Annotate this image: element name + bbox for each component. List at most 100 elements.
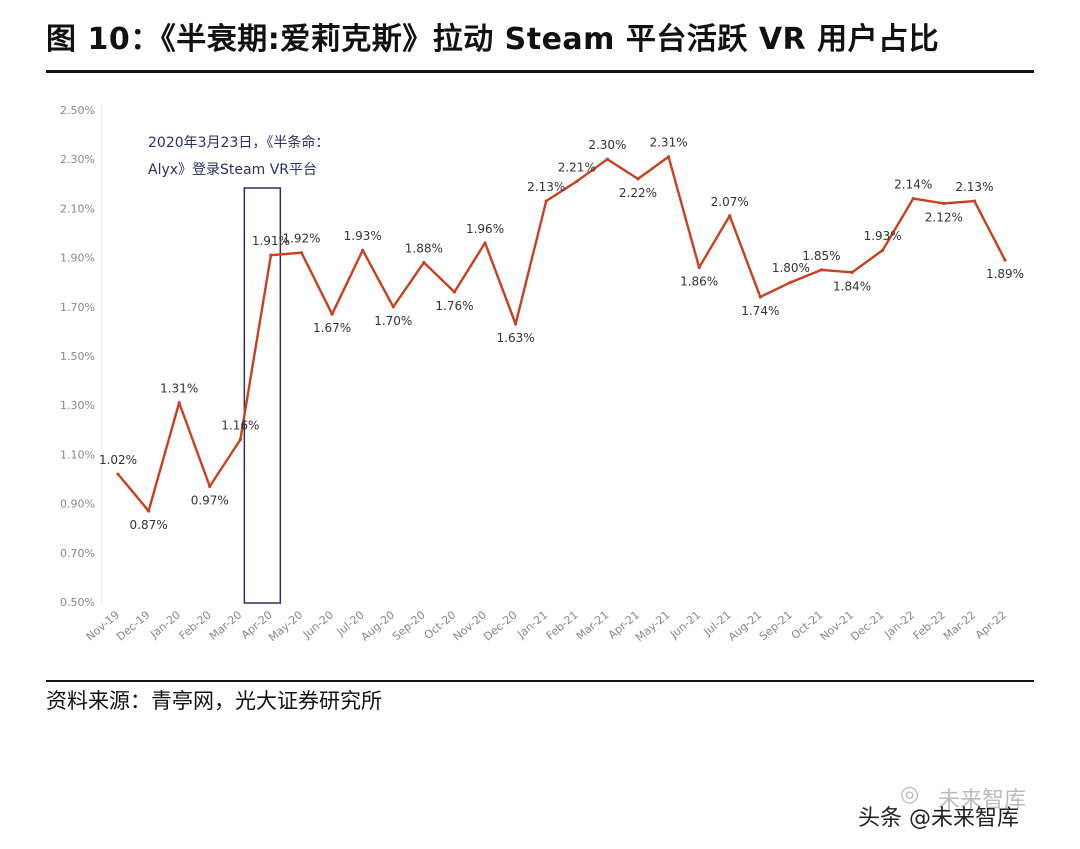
title-rule xyxy=(46,70,1034,73)
data-label: 1.92% xyxy=(282,232,320,246)
data-point xyxy=(514,322,518,326)
data-point xyxy=(697,265,701,270)
data-point xyxy=(850,270,854,274)
data-label: 1.93% xyxy=(864,229,902,243)
x-axis: Nov-19Dec-19Jan-20Feb-20Mar-20Apr-20May-… xyxy=(84,608,1009,644)
y-axis: 0.50% 0.70% 0.90% 1.10% 1.30% 1.50% 1.70% 1.90%… xyxy=(60,104,103,609)
y-tick-label: 1.30% xyxy=(60,399,95,412)
watermark-faint: 未来智库 xyxy=(938,788,1027,813)
data-point xyxy=(666,155,671,159)
data-label: 2.13% xyxy=(955,180,993,194)
data-label: 2.14% xyxy=(894,178,932,192)
chart: 0.50% 0.70% 0.90% 1.10% 1.30% 1.50% 1.70% 1.90%… xyxy=(40,92,1035,677)
y-tick-label: 1.70% xyxy=(60,301,95,314)
data-label: 0.97% xyxy=(191,493,229,507)
x-tick-label: Jan-21 xyxy=(514,608,550,641)
data-label: 2.22% xyxy=(619,186,657,200)
data-label: 1.31% xyxy=(160,382,198,396)
data-point xyxy=(330,312,334,316)
data-point xyxy=(177,401,181,405)
data-label: 1.89% xyxy=(986,267,1024,281)
data-point xyxy=(452,290,457,294)
data-point xyxy=(238,438,242,442)
data-point xyxy=(116,472,120,476)
x-tick-label: Dec-21 xyxy=(848,608,886,643)
y-tick-label: 1.10% xyxy=(60,448,95,461)
data-point xyxy=(819,268,824,272)
highlight-box xyxy=(243,187,282,604)
x-tick-label: Sep-21 xyxy=(757,608,795,643)
watermark: 头条 @未来智库 xyxy=(858,806,1019,831)
data-label: 2.30% xyxy=(588,138,626,152)
data-point xyxy=(391,305,395,309)
data-label: 1.80% xyxy=(772,261,810,275)
data-point xyxy=(972,199,977,203)
annotation-highlight: 2020年3月23日，《半条命： Alyx》登录Steam VR平台 xyxy=(148,134,329,604)
x-tick-label: Nov-20 xyxy=(451,608,489,643)
figure-title: 图 10：《半衰期:爱莉克斯》拉动 Steam 平台活跃 VR 用户占比 xyxy=(46,22,940,57)
data-point xyxy=(728,214,732,218)
x-tick-label: May-21 xyxy=(633,608,672,644)
series-layer xyxy=(116,155,1007,513)
y-tick-label: 0.50% xyxy=(60,596,95,609)
data-label: 1.63% xyxy=(497,331,535,345)
data-point xyxy=(636,177,640,181)
data-label: 1.16% xyxy=(221,419,259,433)
data-point xyxy=(422,260,426,265)
data-point xyxy=(575,179,579,183)
data-point xyxy=(269,253,273,257)
x-tick-label: Jan-22 xyxy=(881,608,917,641)
y-tick-label: 1.50% xyxy=(60,350,95,363)
data-label: 1.96% xyxy=(466,222,504,236)
data-label: 2.07% xyxy=(711,195,749,209)
data-label: 1.70% xyxy=(374,314,412,328)
y-tick-label: 1.90% xyxy=(60,252,95,265)
x-tick-label: Sep-20 xyxy=(390,608,428,643)
data-label: 0.87% xyxy=(130,518,168,532)
data-point xyxy=(1003,258,1007,262)
source-rule xyxy=(46,680,1034,682)
data-label: 1.86% xyxy=(680,274,718,288)
y-tick-label: 0.70% xyxy=(60,547,95,560)
data-point xyxy=(758,295,762,299)
data-label: 2.12% xyxy=(925,210,963,224)
x-tick-label: Jun-20 xyxy=(300,608,336,641)
data-label: 1.84% xyxy=(833,279,871,293)
data-point xyxy=(881,248,885,252)
x-tick-label: Jun-21 xyxy=(667,608,703,641)
data-point xyxy=(544,199,548,203)
annotation-line-2: Alyx》登录Steam VR平台 xyxy=(148,162,317,178)
data-label: 2.21% xyxy=(558,160,596,174)
y-tick-label: 2.10% xyxy=(60,202,95,215)
data-label: 1.91% xyxy=(252,234,290,248)
data-label: 1.93% xyxy=(344,229,382,243)
data-point xyxy=(789,280,793,284)
series-line xyxy=(117,155,1007,513)
data-point xyxy=(146,509,151,513)
data-label: 1.74% xyxy=(741,304,779,318)
data-point xyxy=(942,201,946,206)
data-label: 1.85% xyxy=(802,249,840,263)
x-tick-label: Nov-21 xyxy=(818,608,856,643)
x-tick-label: Dec-19 xyxy=(114,608,152,643)
y-tick-label: 2.50% xyxy=(60,104,95,117)
data-point xyxy=(299,251,304,255)
data-point xyxy=(483,241,487,245)
y-tick-label: 2.30% xyxy=(60,153,95,166)
y-tick-label: 0.90% xyxy=(60,498,95,511)
data-label: 1.67% xyxy=(313,321,351,335)
data-label: 1.76% xyxy=(435,299,473,313)
data-label: 2.31% xyxy=(649,136,687,150)
x-tick-label: Apr-22 xyxy=(973,608,1009,641)
x-tick-label: Mar-22 xyxy=(941,608,978,642)
line-chart: 0.50% 0.70% 0.90% 1.10% 1.30% 1.50% 1.70% 1.90%… xyxy=(60,104,1024,644)
x-tick-label: Feb-22 xyxy=(911,608,948,642)
x-tick-label: Aug-21 xyxy=(726,608,765,643)
wechat-icon: ◎ xyxy=(900,782,920,807)
source-note: 资料来源：青亭网，光大证券研究所 xyxy=(46,689,382,713)
x-tick-label: Nov-19 xyxy=(84,608,122,643)
data-point xyxy=(605,157,609,161)
data-labels: 1.02% 0.87% 1.31% 0.97% 1.16% 1.91%1.92% 1.67%… xyxy=(99,136,1024,532)
data-label: 1.88% xyxy=(405,242,443,256)
x-tick-label: Mar-21 xyxy=(574,608,611,642)
